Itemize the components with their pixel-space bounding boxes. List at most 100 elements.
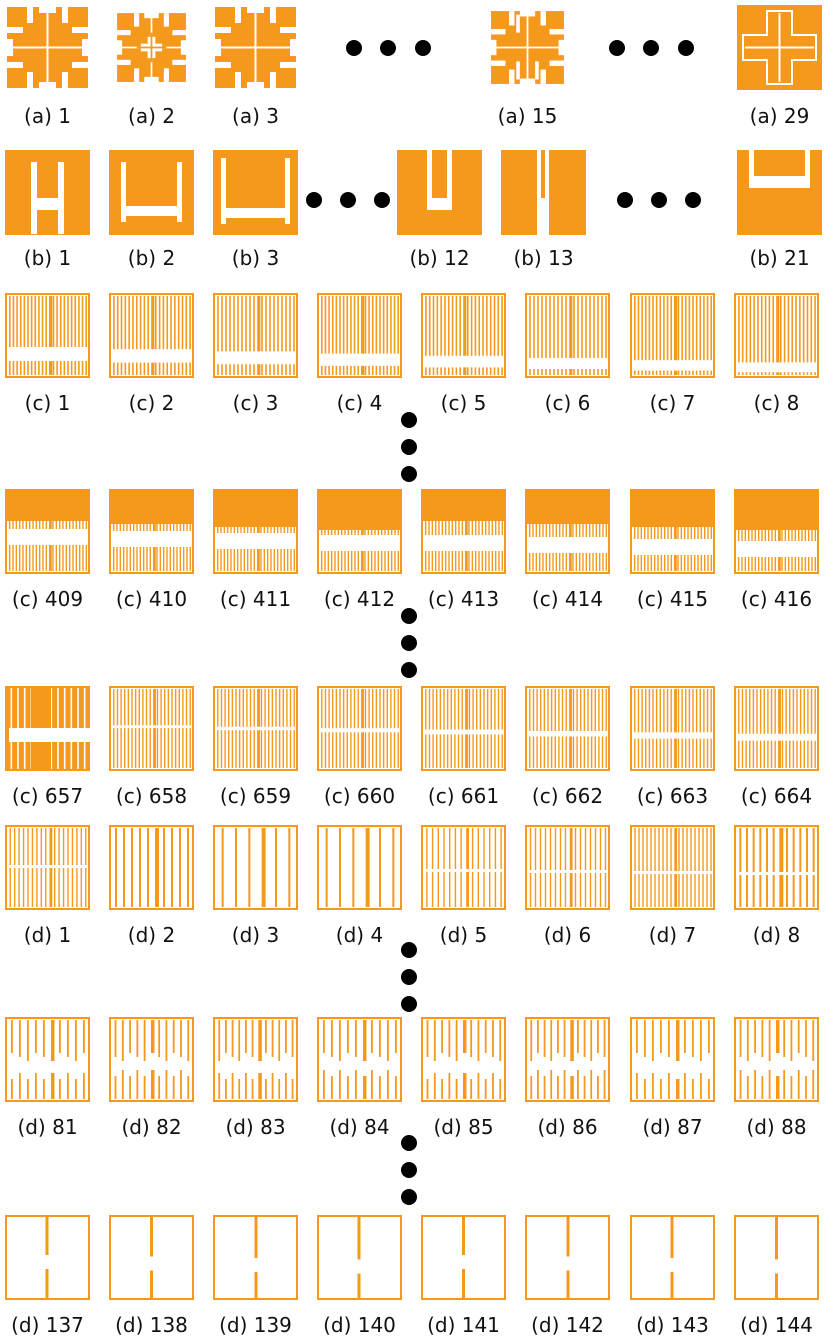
tile-label: (c) 409 [11,587,84,611]
pattern-tile-d137-6 [525,1215,610,1300]
pattern-tile-c1-2 [109,293,194,378]
pattern-tile-c1-5 [421,293,506,378]
tile-label: (d) 2 [127,923,176,947]
tile-label: (d) 1 [23,923,72,947]
pattern-tile-c409-4 [317,489,402,574]
pattern-tile-d1-8 [734,825,819,910]
pattern-tile-c409-1 [5,489,90,574]
ellipsis-dot [685,192,701,208]
tile-label: (b) 3 [231,246,280,270]
pattern-tile-a-2 [109,5,194,90]
tile-label: (c) 660 [323,784,396,808]
tile-label: (c) 662 [531,784,604,808]
pattern-tile-d137-5 [421,1215,506,1300]
tile-label: (d) 83 [225,1115,286,1139]
pattern-tile-d137-3 [213,1215,298,1300]
tile-label: (d) 4 [335,923,384,947]
pattern-tile-a-4 [485,5,570,90]
tile-label: (c) 8 [753,391,800,415]
tile-label: (a) 2 [128,104,175,128]
pattern-tile-b-5 [501,150,586,235]
tile-label: (d) 82 [121,1115,182,1139]
pattern-tile-c657-6 [525,686,610,771]
pattern-tile-c1-8 [734,293,819,378]
tile-label: (d) 3 [231,923,280,947]
tile-label: (b) 21 [749,246,810,270]
pattern-tile-a-3 [213,5,298,90]
pattern-tile-d1-6 [525,825,610,910]
tile-label: (d) 141 [427,1313,500,1337]
ellipsis-dot [609,40,625,56]
pattern-tile-d1-5 [421,825,506,910]
pattern-tile-c409-8 [734,489,819,574]
tile-label: (c) 7 [649,391,696,415]
pattern-tile-b-3 [213,150,298,235]
pattern-tile-c657-8 [734,686,819,771]
pattern-tile-d1-1 [5,825,90,910]
pattern-tile-b-6 [737,150,822,235]
pattern-tile-d81-3 [213,1017,298,1102]
pattern-tile-c1-7 [630,293,715,378]
pattern-tile-d81-1 [5,1017,90,1102]
pattern-tile-c1-6 [525,293,610,378]
pattern-tile-d137-7 [630,1215,715,1300]
tile-label: (a) 15 [497,104,558,128]
tile-label: (c) 2 [128,391,175,415]
ellipsis-dot [401,608,417,624]
pattern-tile-d137-2 [109,1215,194,1300]
ellipsis-dot [643,40,659,56]
tile-label: (a) 3 [232,104,279,128]
pattern-tile-a-1 [5,5,90,90]
pattern-tile-d137-1 [5,1215,90,1300]
tile-label: (d) 140 [323,1313,396,1337]
ellipsis-dot [415,40,431,56]
tile-label: (b) 13 [513,246,574,270]
ellipsis-dot [651,192,667,208]
pattern-tile-d81-4 [317,1017,402,1102]
tile-label: (d) 6 [543,923,592,947]
ellipsis-dot [401,942,417,958]
ellipsis-dot [678,40,694,56]
pattern-tile-c1-4 [317,293,402,378]
pattern-tile-c657-1 [5,686,90,771]
pattern-tile-b-4 [397,150,482,235]
pattern-tile-c1-1 [5,293,90,378]
pattern-tile-d81-5 [421,1017,506,1102]
tile-label: (d) 7 [648,923,697,947]
tile-label: (d) 139 [219,1313,292,1337]
pattern-tile-c409-7 [630,489,715,574]
pattern-tile-c409-5 [421,489,506,574]
tile-label: (d) 144 [740,1313,813,1337]
ellipsis-dot [306,192,322,208]
pattern-tile-d1-4 [317,825,402,910]
tile-label: (a) 29 [749,104,810,128]
ellipsis-dot [374,192,390,208]
tile-label: (d) 142 [531,1313,604,1337]
tile-label: (c) 3 [232,391,279,415]
ellipsis-dot [401,1189,417,1205]
tile-label: (d) 137 [11,1313,84,1337]
ellipsis-dot [401,635,417,651]
pattern-tile-c1-3 [213,293,298,378]
tile-label: (c) 5 [440,391,487,415]
tile-label: (d) 86 [537,1115,598,1139]
tile-label: (d) 5 [439,923,488,947]
tile-label: (c) 661 [427,784,500,808]
tile-label: (c) 664 [740,784,813,808]
tile-label: (c) 415 [636,587,709,611]
tile-label: (d) 87 [642,1115,703,1139]
pattern-tile-a-5 [737,5,822,90]
tile-label: (d) 85 [433,1115,494,1139]
tile-label: (d) 143 [636,1313,709,1337]
tile-label: (c) 663 [636,784,709,808]
pattern-tile-c657-5 [421,686,506,771]
pattern-tile-d81-6 [525,1017,610,1102]
tile-label: (c) 412 [323,587,396,611]
tile-label: (c) 416 [740,587,813,611]
tile-label: (c) 658 [115,784,188,808]
tile-label: (c) 4 [336,391,383,415]
ellipsis-dot [401,996,417,1012]
tile-label: (b) 2 [127,246,176,270]
pattern-tile-b-2 [109,150,194,235]
tile-label: (c) 1 [24,391,71,415]
